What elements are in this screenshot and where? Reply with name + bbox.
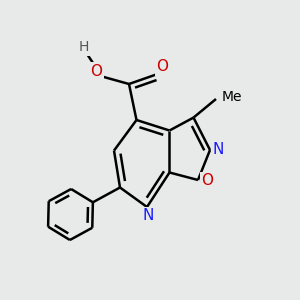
Text: H: H: [79, 40, 89, 54]
Text: O: O: [91, 64, 103, 79]
Text: O: O: [156, 59, 168, 74]
Text: Me: Me: [221, 90, 242, 104]
Text: N: N: [143, 208, 154, 223]
Text: O: O: [202, 173, 214, 188]
Text: N: N: [213, 142, 224, 157]
